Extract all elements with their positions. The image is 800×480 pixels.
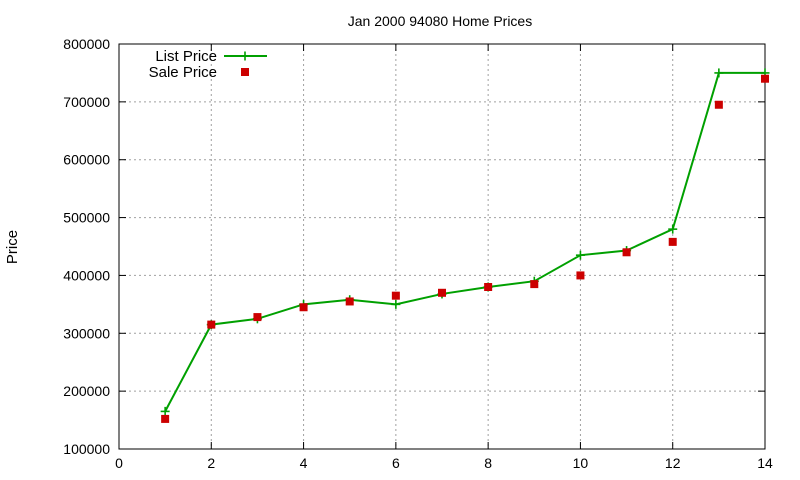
list-price-point — [668, 224, 678, 234]
x-tick-label: 12 — [665, 455, 681, 471]
series-list-price — [160, 68, 770, 416]
y-tick-label: 700000 — [63, 94, 110, 110]
legend-label: List Price — [155, 48, 217, 65]
grid — [119, 44, 765, 449]
y-tick-label: 800000 — [63, 36, 110, 52]
legend-marker — [241, 68, 249, 76]
series-sale-price — [161, 74, 769, 423]
sale-price-point — [299, 303, 308, 312]
sale-price-point — [761, 74, 769, 83]
x-tick-label: 0 — [115, 455, 123, 471]
legend-marker — [240, 51, 250, 61]
list-price-point — [575, 250, 585, 260]
list-price-line — [164, 71, 765, 412]
sale-price-point — [576, 271, 585, 280]
legend-label: Sale Price — [149, 64, 217, 81]
x-tick-label: 2 — [207, 455, 215, 471]
y-tick-label: 200000 — [63, 383, 110, 399]
sale-price-point — [207, 320, 216, 329]
x-tick-label: 4 — [300, 455, 308, 471]
y-tick-label: 400000 — [63, 267, 110, 283]
sale-price-point — [668, 237, 677, 246]
sale-price-point — [345, 297, 354, 306]
sale-price-point — [391, 291, 400, 300]
sale-price-point — [622, 248, 631, 257]
sale-price-point — [714, 100, 723, 109]
sale-price-point — [484, 283, 493, 291]
legend-item-list-price: List Price — [155, 48, 267, 65]
legend-item-sale-price: Sale Price — [149, 64, 249, 81]
chart-title: Jan 2000 94080 Home Prices — [348, 13, 532, 29]
sale-price-point — [438, 288, 446, 297]
sale-price-point — [530, 280, 539, 289]
x-tick-label: 8 — [484, 455, 492, 471]
y-tick-label: 100000 — [63, 441, 110, 457]
x-tick-label: 6 — [392, 455, 400, 471]
y-axis-label: Price — [4, 230, 21, 264]
list-price-point — [391, 299, 401, 309]
x-tick-label: 14 — [757, 455, 773, 471]
y-tick-label: 300000 — [63, 325, 110, 341]
sale-price-point — [253, 313, 262, 322]
y-tick-label: 600000 — [63, 152, 110, 168]
sale-price-point — [161, 414, 170, 423]
plot-frame — [118, 43, 766, 450]
axes: 0 2 4 6 8 10 12 14 100000 200000 300000 400000 50000… — [63, 36, 773, 471]
y-tick-label: 500000 — [63, 210, 110, 226]
series — [160, 68, 770, 423]
list-price-point — [714, 68, 724, 78]
list-price-point — [160, 406, 170, 416]
x-tick-label: 10 — [573, 455, 589, 471]
